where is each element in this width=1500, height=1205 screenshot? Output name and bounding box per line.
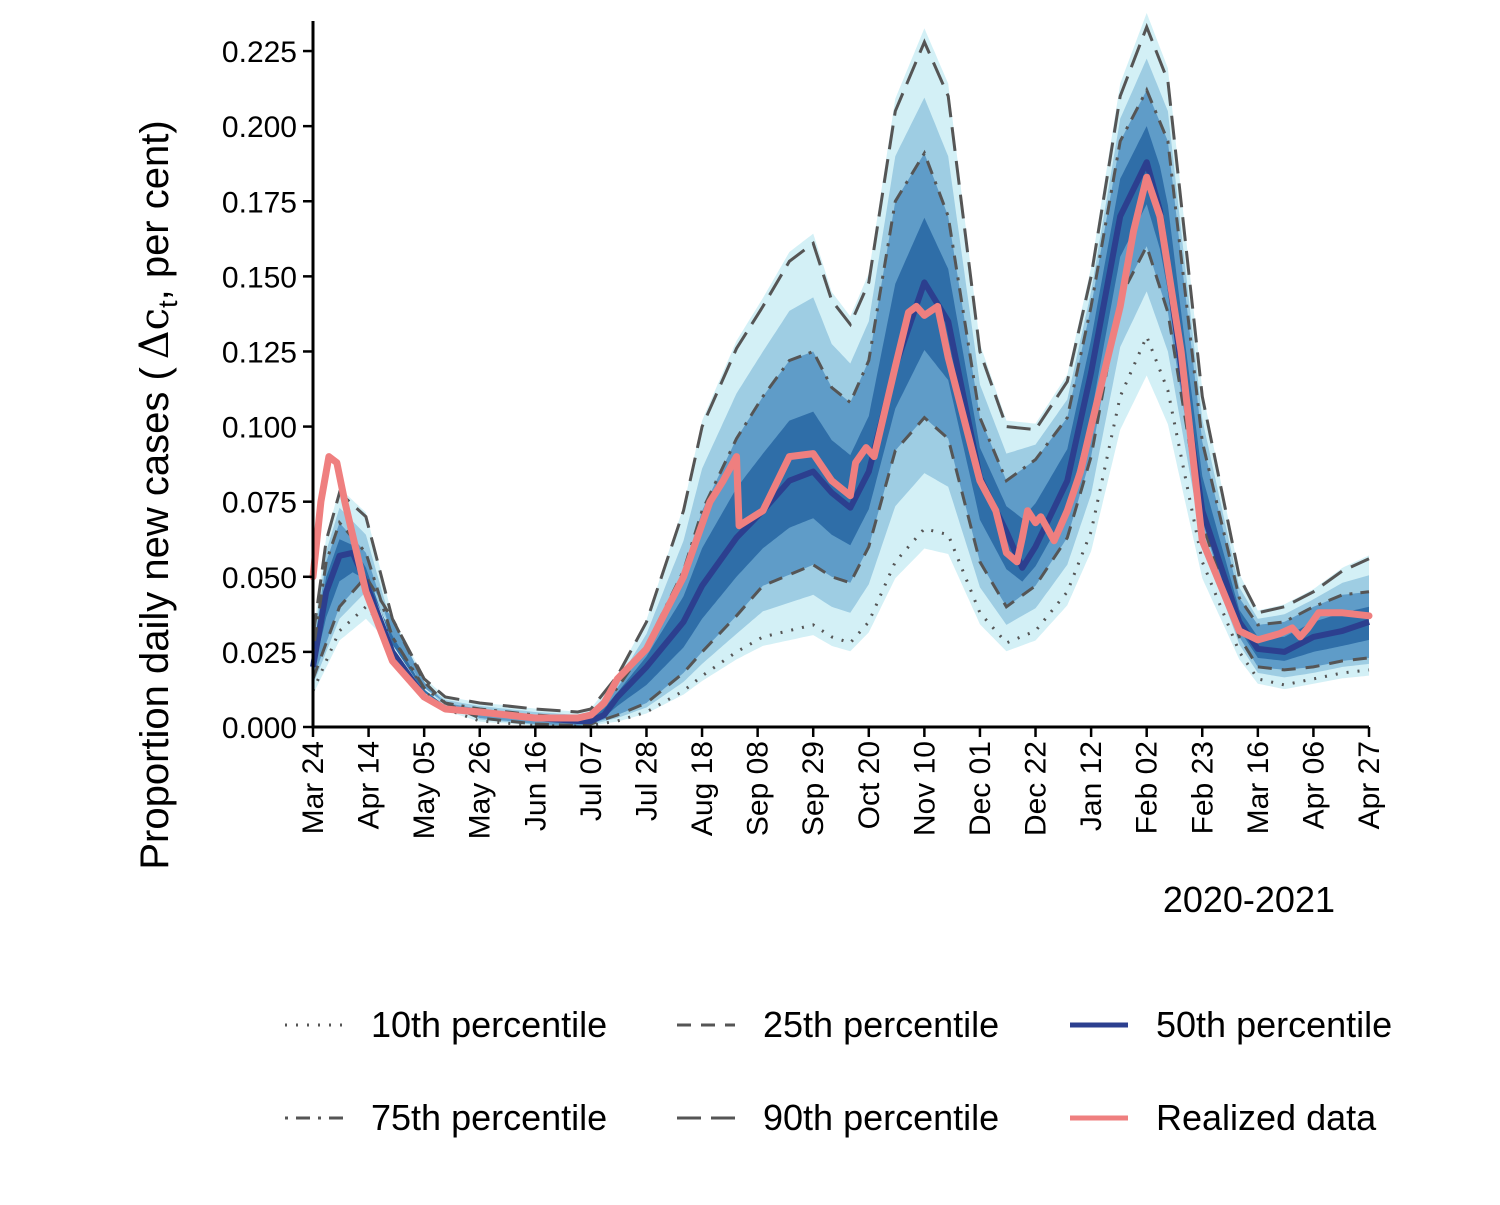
fan-band-layer bbox=[313, 13, 1369, 727]
y-tick-label: 0.000 bbox=[222, 712, 297, 745]
legend-item: 25th percentile bbox=[677, 1004, 999, 1045]
x-axis-title: 2020-2021 bbox=[1163, 879, 1335, 920]
ticks-layer: 0.000 0.025 0.050 0.075 0.100 0.125 0.150 0.175… bbox=[222, 36, 1386, 839]
y-tick-label: 0.050 bbox=[222, 562, 297, 595]
legend-label: 90th percentile bbox=[763, 1097, 999, 1138]
legend-label: 25th percentile bbox=[763, 1004, 999, 1045]
x-tick-label: Apr 14 bbox=[353, 741, 386, 829]
x-tick-label: Feb 23 bbox=[1186, 741, 1219, 834]
legend: 10th percentile 25th percentile 50th perce… bbox=[285, 1004, 1392, 1138]
x-tick-label: Mar 16 bbox=[1242, 741, 1275, 834]
series-line-realized-data bbox=[309, 173, 1373, 722]
fan-band-core bbox=[313, 126, 1369, 724]
y-tick-label: 0.025 bbox=[222, 637, 297, 670]
legend-label: 75th percentile bbox=[371, 1097, 607, 1138]
series-line-75th-percentile bbox=[311, 86, 1370, 720]
axes-layer bbox=[311, 21, 1369, 729]
y-tick-label: 0.075 bbox=[222, 487, 297, 520]
legend-item: 75th percentile bbox=[285, 1097, 607, 1138]
legend-item: 10th percentile bbox=[285, 1004, 607, 1045]
x-tick-label: Feb 02 bbox=[1131, 741, 1164, 834]
x-tick-label: Mar 24 bbox=[297, 741, 330, 834]
percentile-lines-layer bbox=[309, 22, 1373, 728]
x-tick-label: Aug 18 bbox=[686, 741, 719, 836]
legend-label: 50th percentile bbox=[1156, 1004, 1392, 1045]
x-tick-label: Jun 16 bbox=[519, 741, 552, 831]
fan-band-80 bbox=[313, 58, 1369, 726]
y-tick-label: 0.150 bbox=[222, 261, 297, 294]
legend-item: Realized data bbox=[1070, 1097, 1377, 1138]
y-tick-label: 0.125 bbox=[222, 336, 297, 369]
series-line-10th-percentile bbox=[311, 332, 1370, 728]
x-tick-label: May 05 bbox=[408, 741, 441, 839]
fan-band-50 bbox=[313, 90, 1369, 726]
x-tick-label: Apr 06 bbox=[1297, 741, 1330, 829]
x-tick-label: Jan 12 bbox=[1075, 741, 1108, 831]
x-tick-label: Dec 01 bbox=[964, 741, 997, 836]
x-tick-label: Dec 22 bbox=[1020, 741, 1053, 836]
series-line-90th-percentile bbox=[311, 22, 1370, 714]
x-tick-label: Sep 29 bbox=[797, 741, 830, 836]
legend-item: 50th percentile bbox=[1070, 1004, 1392, 1045]
y-tick-label: 0.100 bbox=[222, 412, 297, 445]
x-tick-label: May 26 bbox=[464, 741, 497, 839]
y-tick-label: 0.175 bbox=[222, 186, 297, 219]
legend-label: 10th percentile bbox=[371, 1004, 607, 1045]
legend-label: Realized data bbox=[1156, 1097, 1377, 1138]
x-tick-label: Jul 07 bbox=[575, 741, 608, 821]
y-axis-title: Proportion daily new cases (Δct, per cen… bbox=[132, 120, 183, 869]
x-tick-label: Nov 10 bbox=[908, 741, 941, 836]
x-tick-label: Apr 27 bbox=[1353, 741, 1386, 829]
x-tick-label: Sep 08 bbox=[742, 741, 775, 836]
legend-item: 90th percentile bbox=[677, 1097, 999, 1138]
x-tick-label: Jul 28 bbox=[631, 741, 664, 821]
y-tick-label: 0.200 bbox=[222, 111, 297, 144]
x-tick-label: Oct 20 bbox=[853, 741, 886, 829]
y-tick-label: 0.225 bbox=[222, 36, 297, 69]
